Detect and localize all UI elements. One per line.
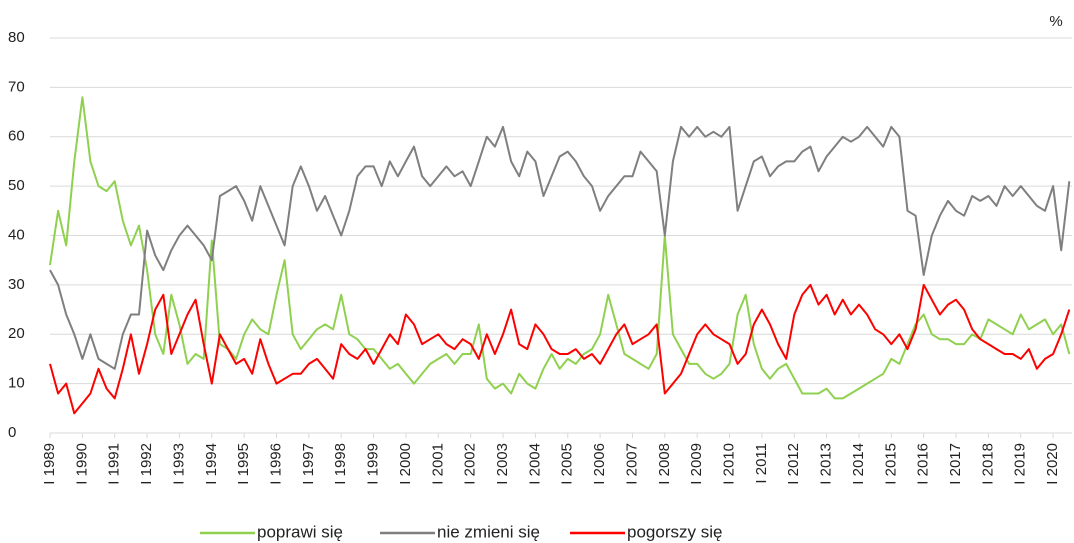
x-tick-label: I 1997 bbox=[300, 443, 317, 485]
x-tick-label: I 2016 bbox=[915, 443, 932, 485]
x-tick-label: I 2012 bbox=[785, 443, 802, 485]
x-tick-label: I 2006 bbox=[591, 443, 608, 485]
legend-label: nie zmieni się bbox=[437, 522, 540, 541]
x-tick-label: I 2010 bbox=[721, 443, 738, 485]
x-tick-label: I 2007 bbox=[623, 443, 640, 485]
x-tick-label: I 2015 bbox=[882, 443, 899, 485]
x-tick-label: I 1998 bbox=[332, 443, 349, 485]
x-tick-label: I 2017 bbox=[947, 443, 964, 485]
legend-label: pogorszy się bbox=[627, 522, 722, 541]
series-line bbox=[49, 283, 1071, 415]
x-tick-label: I 2018 bbox=[979, 443, 996, 485]
legend-label: poprawi się bbox=[257, 522, 343, 541]
x-tick-label: I 1995 bbox=[235, 443, 252, 485]
x-tick-label: I 2019 bbox=[1012, 443, 1029, 485]
x-tick-label: I 1989 bbox=[41, 443, 58, 485]
x-tick-label: I 1999 bbox=[365, 443, 382, 485]
unit-label: % bbox=[1049, 13, 1062, 30]
x-tick-label: I 2000 bbox=[397, 443, 414, 485]
y-tick-label: 80 bbox=[8, 29, 25, 46]
y-tick-label: 10 bbox=[8, 375, 25, 392]
x-tick-label: I 2003 bbox=[494, 443, 511, 485]
x-tick-label: I 2001 bbox=[429, 443, 446, 485]
x-tick-label: I 2014 bbox=[850, 443, 867, 485]
x-tick-label: I 1996 bbox=[267, 443, 284, 485]
y-tick-label: 30 bbox=[8, 276, 25, 293]
x-tick-label: I 2020 bbox=[1044, 443, 1061, 485]
x-tick-label: I 2005 bbox=[559, 443, 576, 485]
x-tick-label: I 2011 bbox=[753, 443, 770, 484]
x-tick-label: I 1990 bbox=[73, 443, 90, 485]
y-tick-label: 20 bbox=[8, 325, 25, 342]
x-tick-label: I 1993 bbox=[170, 443, 187, 485]
x-tick-label: I 2004 bbox=[526, 443, 543, 485]
y-tick-label: 0 bbox=[8, 424, 16, 441]
y-tick-label: 70 bbox=[8, 78, 25, 95]
y-tick-label: 40 bbox=[8, 226, 25, 243]
series-line bbox=[49, 125, 1071, 370]
x-tick-label: I 2009 bbox=[688, 443, 705, 485]
x-tick-label: I 1992 bbox=[138, 443, 155, 485]
x-tick-label: I 1994 bbox=[203, 443, 220, 485]
x-tick-label: I 2008 bbox=[656, 443, 673, 485]
x-tick-label: I 2013 bbox=[818, 443, 835, 485]
series-line bbox=[49, 96, 1071, 400]
y-tick-label: 60 bbox=[8, 128, 25, 145]
y-tick-label: 50 bbox=[8, 177, 25, 194]
x-tick-label: I 2002 bbox=[462, 443, 479, 485]
x-tick-label: I 1991 bbox=[106, 443, 123, 485]
